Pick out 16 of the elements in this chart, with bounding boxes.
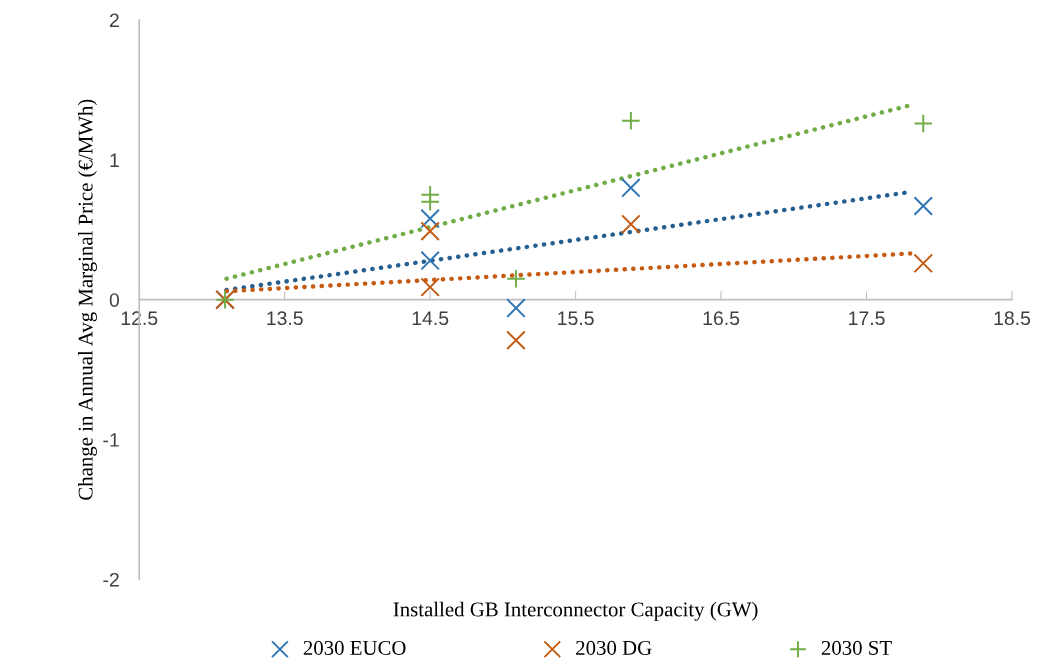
legend-label: 2030 ST: [821, 640, 892, 655]
y-axis-title: Change in Annual Avg Marginal Price (€/MWh): [77, 99, 97, 500]
y-tick-label: 1: [110, 153, 119, 167]
legend-label: 2030 DG: [576, 640, 652, 655]
y-tick-label: -1: [103, 433, 119, 447]
x-tick-label: 17.5: [849, 311, 885, 326]
x-tick-label: 16.5: [703, 311, 740, 326]
y-tick-label: 0: [109, 293, 120, 307]
x-tick-label: 14.5: [412, 311, 449, 326]
x-tick-label: 18.5: [994, 311, 1031, 326]
legend-label: 2030 EUCO: [303, 640, 406, 655]
y-tick-label: -2: [103, 572, 119, 587]
x-axis-title: Installed GB Interconnector Capacity (GW): [393, 601, 758, 621]
x-tick-label: 13.5: [267, 311, 303, 326]
x-tick-label: 15.5: [558, 311, 594, 326]
y-tick-label: 2: [109, 13, 119, 28]
